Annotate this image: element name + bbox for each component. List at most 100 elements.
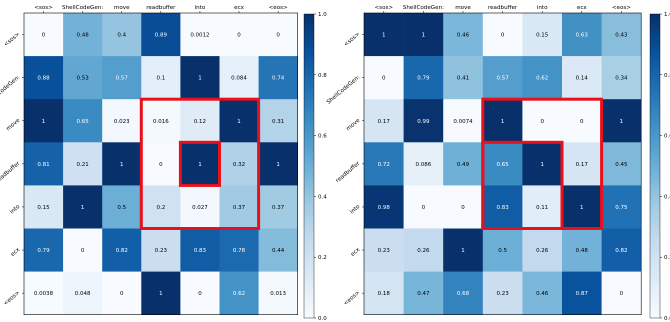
colorbar-tick-label: 0.4 bbox=[664, 194, 670, 200]
heatmap-cell bbox=[258, 271, 298, 315]
heatmap-cell bbox=[219, 142, 259, 186]
heatmap-cell bbox=[258, 13, 298, 57]
cell-value-label: 0.82 bbox=[615, 248, 627, 254]
heatmap-cell bbox=[219, 13, 259, 57]
cell-value-label: 0.12 bbox=[194, 119, 206, 125]
heatmap-cell bbox=[601, 56, 642, 100]
heatmap-cell bbox=[403, 99, 444, 143]
cell-value-label: 0 bbox=[501, 33, 505, 39]
cell-value-label: 0.17 bbox=[576, 162, 589, 168]
cell-value-label: 0.74 bbox=[272, 76, 285, 82]
cell-value-label: 0 bbox=[382, 76, 386, 82]
cell-value-label: 0.57 bbox=[496, 76, 509, 82]
cell-value-label: 0.5 bbox=[498, 248, 507, 254]
heatmap-cell bbox=[180, 185, 220, 229]
x-tick-label: into bbox=[195, 5, 206, 11]
cell-value-label: 0 bbox=[42, 33, 46, 39]
cell-value-label: 1 bbox=[382, 33, 386, 39]
y-tick-label: move bbox=[345, 117, 361, 132]
cell-value-label: 0.18 bbox=[378, 291, 391, 297]
heatmap-cell bbox=[403, 142, 444, 186]
cell-value-label: 0.027 bbox=[192, 205, 208, 211]
heatmap-cell bbox=[219, 56, 259, 100]
cell-value-label: 1 bbox=[81, 205, 85, 211]
cell-value-label: 0.37 bbox=[272, 205, 285, 211]
heatmap-cell bbox=[180, 142, 220, 186]
x-tick-label: ShellCodeGen: bbox=[62, 5, 103, 11]
cell-value-label: 0.1 bbox=[156, 76, 165, 82]
heatmap-cell bbox=[403, 271, 444, 315]
heatmap-cell bbox=[482, 13, 523, 57]
cell-value-label: 0.79 bbox=[37, 248, 50, 254]
colorbar-tick-label: 0.0 bbox=[318, 316, 327, 322]
x-tick-label: move bbox=[455, 5, 471, 11]
heatmap-cell bbox=[24, 271, 64, 315]
cell-value-label: 0.75 bbox=[615, 205, 628, 211]
heatmap-cell bbox=[24, 99, 64, 143]
cell-value-label: 0.21 bbox=[77, 162, 89, 168]
cell-value-label: 0.5 bbox=[117, 205, 126, 211]
y-tick-label: into bbox=[349, 204, 362, 216]
cell-value-label: 0.46 bbox=[536, 291, 549, 297]
heatmap-cell bbox=[102, 13, 142, 57]
colorbar-tick-label: 0.6 bbox=[318, 134, 327, 140]
x-tick-label: ecx bbox=[577, 5, 588, 11]
colorbar-tick-label: 0.8 bbox=[664, 73, 670, 79]
y-tick-label: <sos> bbox=[3, 31, 21, 48]
cell-value-label: 0.83 bbox=[194, 248, 207, 254]
heatmap-cell bbox=[102, 185, 142, 229]
heatmap-cell bbox=[24, 13, 64, 57]
heatmap-cell bbox=[562, 271, 602, 315]
heatmap-cell bbox=[102, 56, 142, 100]
colorbar-tick-label: 1.0 bbox=[664, 12, 670, 18]
cell-value-label: 0.4 bbox=[117, 33, 126, 39]
colorbar-tick-label: 0.6 bbox=[664, 134, 670, 140]
cell-value-label: 0.43 bbox=[615, 33, 628, 39]
cell-value-label: 0.23 bbox=[155, 248, 168, 254]
y-tick-label: readbuffer bbox=[335, 160, 362, 184]
cell-value-label: 0.0074 bbox=[453, 119, 473, 125]
heatmap-cell bbox=[562, 99, 602, 143]
heatmap-cell bbox=[522, 185, 563, 229]
heatmap-cell bbox=[522, 142, 563, 186]
heatmap-cell bbox=[403, 228, 444, 272]
heatmap-cell bbox=[141, 142, 181, 186]
x-tick-label: ecx bbox=[234, 5, 245, 11]
heatmap-cell bbox=[219, 99, 259, 143]
y-tick-label: ShellCodeGen: bbox=[326, 75, 361, 106]
highlight-box bbox=[139, 97, 261, 230]
cell-value-label: 0.57 bbox=[116, 76, 129, 82]
heatmap-cell bbox=[63, 13, 103, 57]
cell-value-label: 0.34 bbox=[615, 76, 628, 82]
heatmap-cell bbox=[24, 56, 64, 100]
cell-value-label: 0.0012 bbox=[190, 33, 209, 39]
heatmap-cell bbox=[102, 228, 142, 272]
x-tick-label: move bbox=[114, 5, 130, 11]
cell-value-label: 0 bbox=[540, 119, 544, 125]
heatmap-cell bbox=[180, 56, 220, 100]
heatmap-cell bbox=[482, 56, 523, 100]
heatmap-cell bbox=[63, 185, 103, 229]
cell-value-label: 0.46 bbox=[457, 33, 470, 39]
cell-value-label: 0.37 bbox=[233, 205, 246, 211]
heatmap-cell bbox=[141, 228, 181, 272]
cell-value-label: 1 bbox=[42, 119, 46, 125]
heatmap-cell bbox=[141, 13, 181, 57]
cell-value-label: 0.23 bbox=[378, 248, 391, 254]
heatmap-cell bbox=[364, 56, 404, 100]
heatmap-cell bbox=[522, 99, 563, 143]
heatmap-cell bbox=[443, 99, 484, 143]
cell-value-label: 0.98 bbox=[378, 205, 391, 211]
cell-value-label: 0.17 bbox=[378, 119, 391, 125]
heatmap-cell bbox=[63, 271, 103, 315]
heatmap-cell bbox=[562, 228, 602, 272]
heatmap-cell bbox=[364, 99, 404, 143]
heatmap-cell bbox=[180, 99, 220, 143]
heatmap-cell bbox=[443, 185, 484, 229]
cell-value-label: 1 bbox=[501, 119, 505, 125]
cell-value-label: 0.23 bbox=[496, 291, 509, 297]
heatmap-cell bbox=[403, 56, 444, 100]
cell-value-label: 0 bbox=[461, 205, 465, 211]
cell-value-label: 1 bbox=[237, 119, 241, 125]
